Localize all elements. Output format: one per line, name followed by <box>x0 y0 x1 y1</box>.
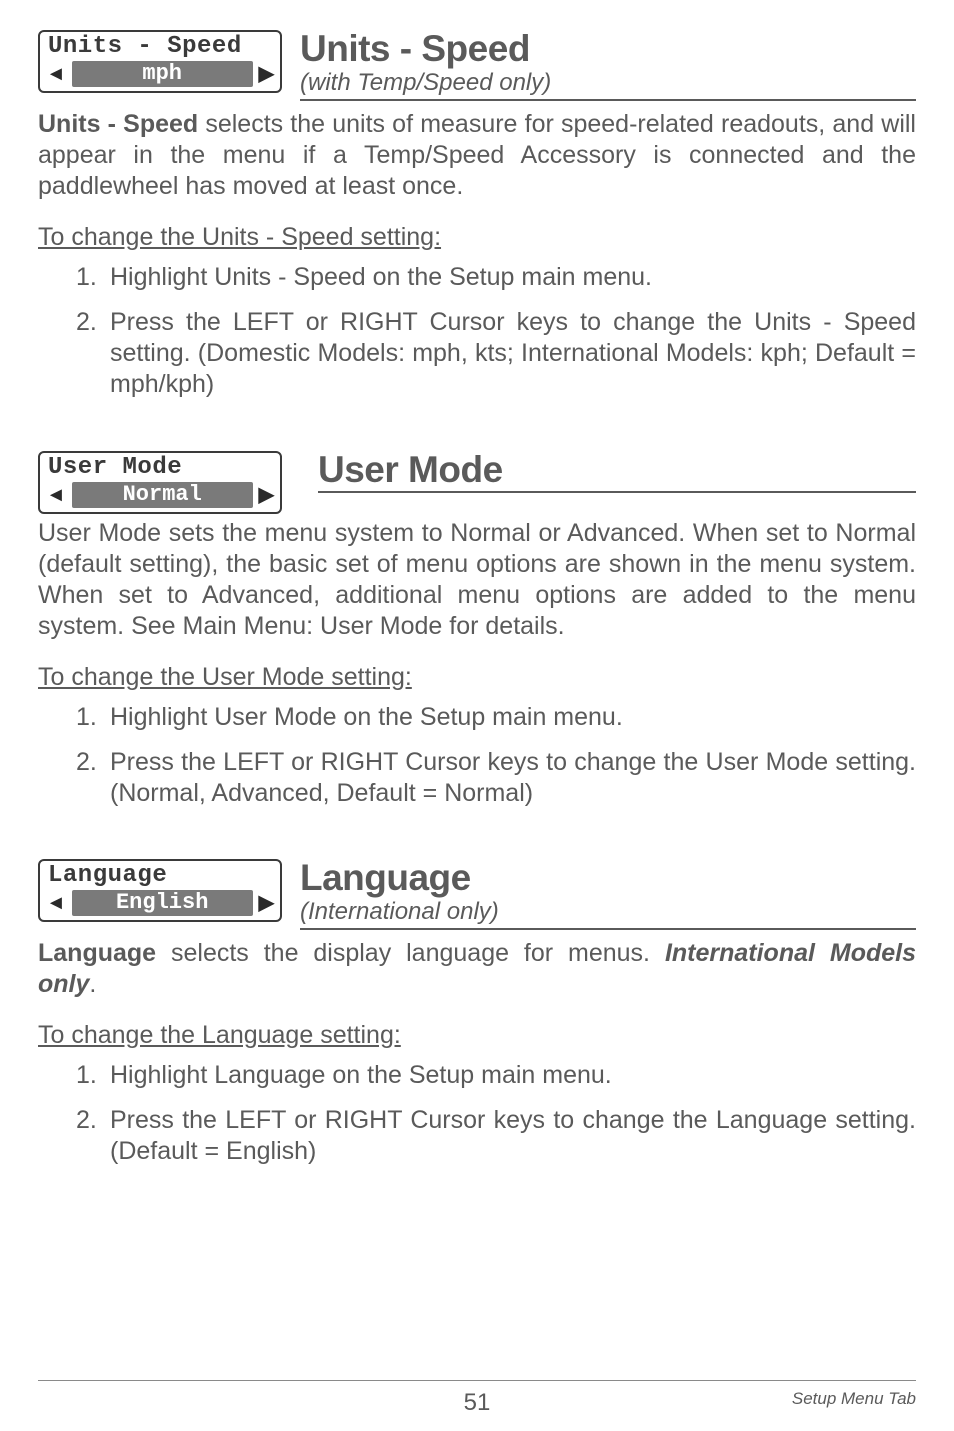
body-paragraph: Units - Speed selects the units of measu… <box>38 109 916 203</box>
chevron-left-icon: ◄ <box>46 893 66 913</box>
steps-title: To change the Language setting: <box>38 1021 916 1050</box>
steps-title: To change the User Mode setting: <box>38 663 916 692</box>
list-item: Highlight User Mode on the Setup main me… <box>76 702 916 733</box>
section-heading: Units - Speed <box>300 30 916 69</box>
section-subheading: (with Temp/Speed only) <box>300 69 916 101</box>
para-lead: Units - Speed <box>38 110 198 138</box>
chevron-left-icon: ◄ <box>46 64 66 84</box>
chevron-right-icon: ▶ <box>259 893 274 913</box>
body-paragraph: User Mode sets the menu system to Normal… <box>38 518 916 643</box>
para-lead: User Mode <box>38 519 161 547</box>
steps-list: Highlight Units - Speed on the Setup mai… <box>38 262 916 401</box>
menu-widget-user-mode: User Mode ◄ Normal ▶ <box>38 451 282 514</box>
steps-title: To change the Units - Speed setting: <box>38 223 916 252</box>
widget-title: User Mode <box>40 453 280 481</box>
section-heading: Language <box>300 859 916 898</box>
body-paragraph: Language selects the display language fo… <box>38 938 916 1001</box>
widget-value: Normal <box>72 482 253 508</box>
widget-value: English <box>72 890 253 916</box>
para-italic: Main Menu: User Mode <box>183 612 443 640</box>
widget-value-row: ◄ Normal ▶ <box>40 481 280 512</box>
list-item: Press the LEFT or RIGHT Cursor keys to c… <box>76 1105 916 1168</box>
widget-value-row: ◄ English ▶ <box>40 889 280 920</box>
para-lead: Language <box>38 939 156 967</box>
para-text-b: for details. <box>442 612 564 640</box>
widget-title: Units - Speed <box>40 32 280 60</box>
steps-list: Highlight User Mode on the Setup main me… <box>38 702 916 810</box>
page-footer: 51 Setup Menu Tab <box>38 1380 916 1409</box>
list-item: Highlight Units - Speed on the Setup mai… <box>76 262 916 293</box>
widget-title: Language <box>40 861 280 889</box>
list-item: Press the LEFT or RIGHT Cursor keys to c… <box>76 747 916 810</box>
chevron-right-icon: ▶ <box>259 64 274 84</box>
page-number: 51 <box>464 1389 491 1417</box>
widget-value: mph <box>72 61 253 87</box>
footer-label: Setup Menu Tab <box>792 1389 916 1409</box>
chevron-left-icon: ◄ <box>46 485 66 505</box>
list-item: Press the LEFT or RIGHT Cursor keys to c… <box>76 307 916 401</box>
steps-list: Highlight Language on the Setup main men… <box>38 1060 916 1168</box>
menu-widget-language: Language ◄ English ▶ <box>38 859 282 922</box>
menu-widget-units-speed: Units - Speed ◄ mph ▶ <box>38 30 282 93</box>
list-item: Highlight Language on the Setup main men… <box>76 1060 916 1091</box>
para-text-a: selects the display language for menus. <box>156 939 665 967</box>
chevron-right-icon: ▶ <box>259 485 274 505</box>
section-heading: User Mode <box>318 451 916 490</box>
para-text-b: . <box>89 970 96 998</box>
widget-value-row: ◄ mph ▶ <box>40 60 280 91</box>
section-subheading: (International only) <box>300 898 916 930</box>
